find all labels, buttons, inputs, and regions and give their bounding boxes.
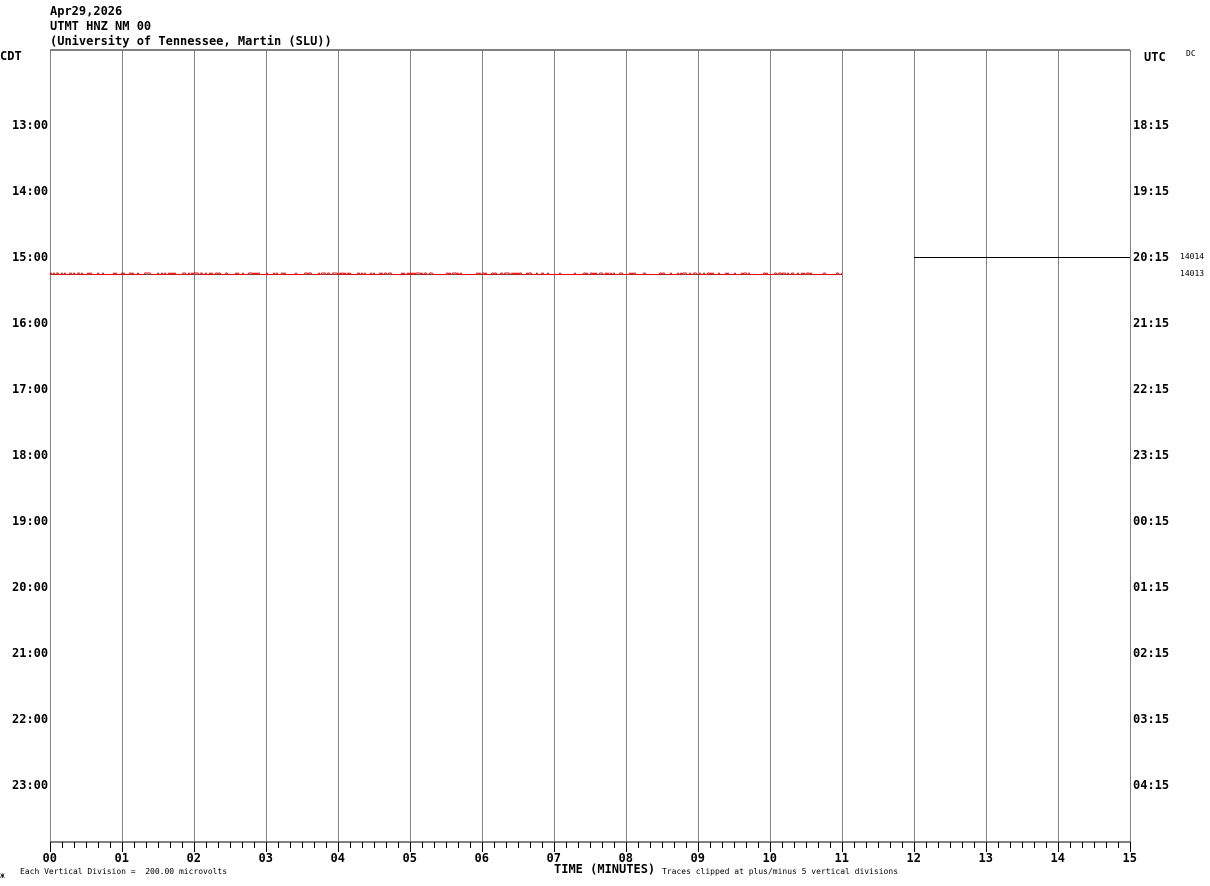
x-tick-label: 13 <box>978 851 993 865</box>
x-tick-label: 04 <box>330 851 345 865</box>
cdt-hour-label: 19:00 <box>12 514 49 528</box>
cdt-hour-label: 14:00 <box>12 184 49 198</box>
utc-hour-label: 21:15 <box>1133 316 1170 330</box>
utc-hour-label: 20:15 <box>1133 250 1170 264</box>
x-tick-label: 09 <box>690 851 705 865</box>
cdt-hour-label: 20:00 <box>12 580 49 594</box>
scale-note: Each Vertical Division = 200.00 microvol… <box>20 867 228 876</box>
cdt-hour-label: 15:00 <box>12 250 49 264</box>
x-tick-label: 14 <box>1050 851 1065 865</box>
utc-hour-label: 04:15 <box>1133 778 1170 792</box>
corner-mark: ж <box>0 871 5 880</box>
cdt-hour-label: 23:00 <box>12 778 49 792</box>
x-tick-label: 00 <box>42 851 57 865</box>
date-label: Apr29,2026 <box>50 4 123 18</box>
cdt-hour-label: 13:00 <box>12 118 49 132</box>
utc-hour-label: 02:15 <box>1133 646 1170 660</box>
x-tick-label: 03 <box>258 851 273 865</box>
utc-hour-label: 19:15 <box>1133 184 1170 198</box>
x-tick-label: 06 <box>474 851 489 865</box>
dc-label: DC <box>1186 49 1196 58</box>
utc-axis-label: UTC <box>1144 50 1166 64</box>
cdt-hour-label: 22:00 <box>12 712 49 726</box>
x-tick-label: 11 <box>834 851 849 865</box>
x-tick-label: 10 <box>762 851 777 865</box>
cdt-hour-label: 21:00 <box>12 646 49 660</box>
seismic-trace <box>49 272 843 276</box>
trace-count-label: 14014 <box>1180 252 1205 261</box>
utc-hour-label: 03:15 <box>1133 712 1170 726</box>
x-tick-label: 05 <box>402 851 417 865</box>
clip-note: Traces clipped at plus/minus 5 vertical … <box>662 867 899 876</box>
cdt-hour-label: 16:00 <box>12 316 49 330</box>
trace-count-label: 14013 <box>1180 269 1205 278</box>
x-tick-label: 08 <box>618 851 633 865</box>
station-label: UTMT HNZ NM 00 <box>50 19 152 33</box>
x-tick-label: 07 <box>546 851 561 865</box>
x-tick-label: 02 <box>186 851 201 865</box>
cdt-axis-label: CDT <box>0 49 22 63</box>
x-axis-title: TIME (MINUTES) <box>554 862 656 876</box>
x-tick-label: 01 <box>114 851 129 865</box>
utc-hour-label: 18:15 <box>1133 118 1170 132</box>
utc-hour-label: 00:15 <box>1133 514 1170 528</box>
cdt-hour-label: 17:00 <box>12 382 49 396</box>
network-label: (University of Tennessee, Martin (SLU)) <box>50 34 332 48</box>
utc-hour-label: 22:15 <box>1133 382 1170 396</box>
utc-hour-label: 23:15 <box>1133 448 1170 462</box>
x-tick-label: 12 <box>906 851 921 865</box>
cdt-hour-label: 18:00 <box>12 448 49 462</box>
utc-hour-label: 01:15 <box>1133 580 1170 594</box>
x-tick-label: 15 <box>1122 851 1137 865</box>
